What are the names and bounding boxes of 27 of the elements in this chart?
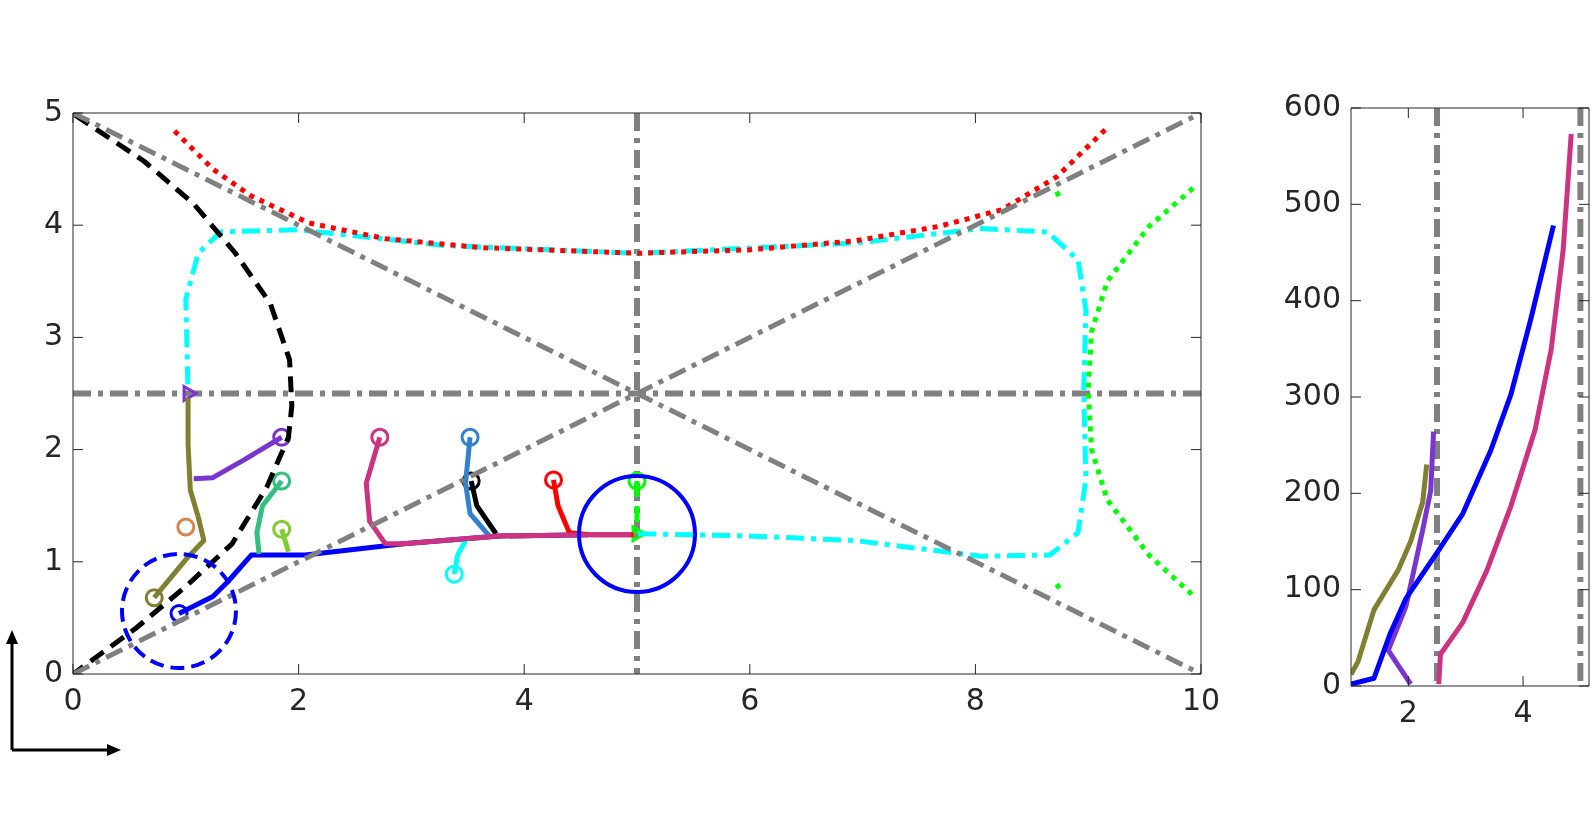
y-tick-label: 2 bbox=[43, 429, 63, 465]
y-tick-label: 4 bbox=[43, 205, 63, 240]
y-tick-label: 200 bbox=[1283, 473, 1341, 509]
x-tick-label: 2 bbox=[1398, 693, 1418, 729]
point bbox=[272, 519, 292, 539]
x-tick-label: 8 bbox=[965, 681, 985, 717]
point bbox=[176, 517, 196, 537]
y-tick-label: 1 bbox=[43, 541, 63, 577]
y-tick-label: 0 bbox=[43, 653, 63, 689]
y-tick-label: 400 bbox=[1283, 280, 1341, 316]
y-tick-label: 5 bbox=[43, 92, 63, 128]
x-tick-label: 10 bbox=[1181, 681, 1221, 717]
y-tick-label: 500 bbox=[1283, 184, 1341, 220]
x-tick-label: 4 bbox=[514, 681, 534, 717]
x-tick-label: 6 bbox=[740, 681, 760, 717]
point bbox=[272, 471, 292, 491]
point bbox=[370, 427, 390, 447]
y-tick-label: 3 bbox=[43, 317, 63, 353]
point bbox=[460, 427, 480, 447]
y-tick-label: 300 bbox=[1283, 376, 1341, 412]
x-tick-label: 2 bbox=[289, 681, 309, 717]
x-tick-label: 4 bbox=[1513, 693, 1533, 729]
y-tick-label: 600 bbox=[1283, 87, 1341, 123]
y-tick-label: 100 bbox=[1283, 569, 1341, 605]
point bbox=[144, 588, 164, 608]
point bbox=[544, 470, 564, 490]
point bbox=[444, 564, 464, 584]
